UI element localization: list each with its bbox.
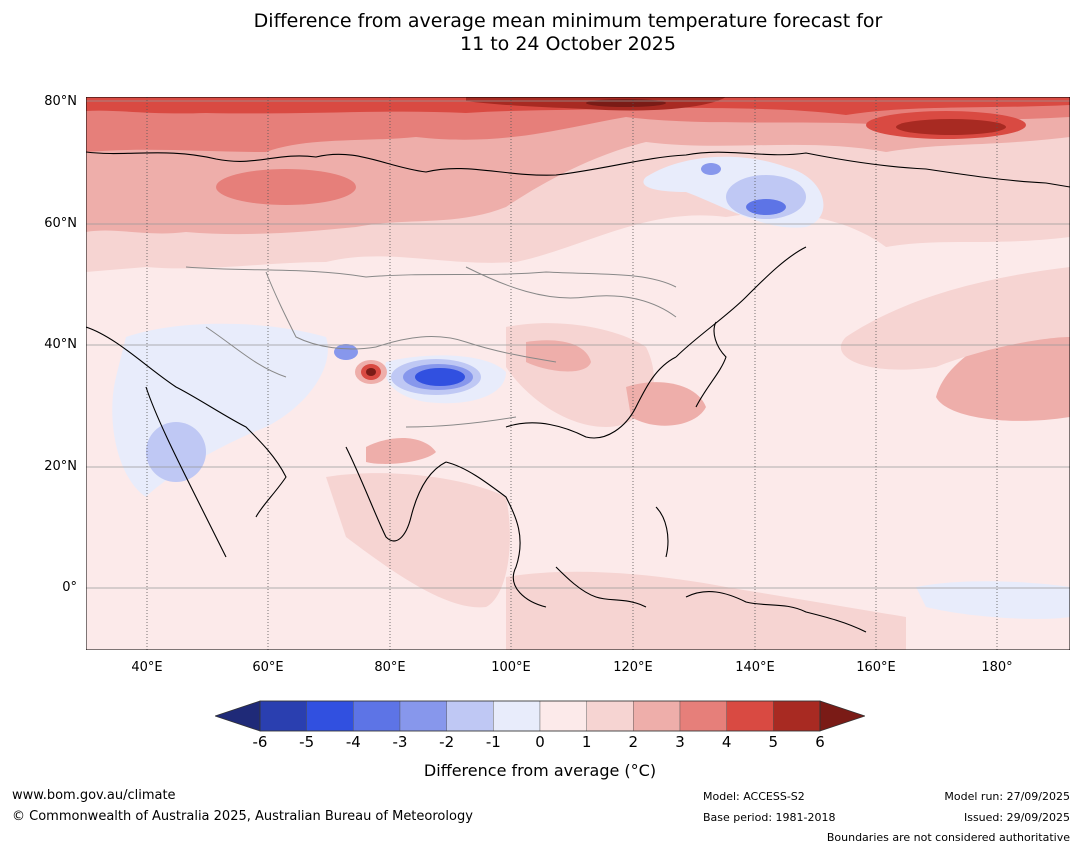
- china-warm-patch: [526, 340, 591, 372]
- colorbar-cell: [679, 700, 727, 732]
- colorbar-cell: [539, 700, 587, 732]
- title-line-2: 11 to 24 October 2025: [460, 33, 676, 55]
- equatorial-pacific-cool: [916, 581, 1070, 619]
- india-warm-patch: [366, 437, 436, 464]
- colorbar-cell: [726, 700, 774, 732]
- siberia-cool-core: [746, 199, 786, 215]
- maritime-continent-mild: [506, 571, 906, 650]
- lon-label-100e: 100°E: [491, 660, 531, 675]
- footer-model: Model: ACCESS-S2: [703, 790, 805, 803]
- colorbar-tick-label: -2: [439, 733, 455, 751]
- colorbar-tick-label: 4: [721, 733, 732, 751]
- map-canvas: [86, 97, 1070, 650]
- chart-title: Difference from average mean minimum tem…: [0, 10, 1081, 56]
- colorbar-tick-label: -3: [392, 733, 408, 751]
- colorbar-cell: [633, 700, 681, 732]
- lat-label-0: 0°: [62, 580, 77, 595]
- footer-model-run: Model run: 27/09/2025: [944, 790, 1070, 803]
- east-china-warm-patch: [626, 382, 706, 426]
- colorbar-cell: [399, 700, 447, 732]
- colorbar-tick-label: -6: [252, 733, 268, 751]
- colorbar-extend-low: [215, 700, 261, 732]
- colorbar-cell: [446, 700, 494, 732]
- colorbar-cell: [773, 700, 821, 732]
- colorbar-tick-label: 3: [675, 733, 685, 751]
- lon-label-120e: 120°E: [613, 660, 653, 675]
- lon-label-60e: 60°E: [252, 660, 284, 675]
- pamir-cool-spot: [334, 344, 358, 360]
- footer-base-period: Base period: 1981-2018: [703, 811, 836, 824]
- arabia-cool-core: [146, 422, 206, 482]
- colorbar-extend-high: [819, 700, 865, 732]
- lat-label-40n: 40°N: [44, 337, 77, 352]
- colorbar-label: Difference from average (°C): [423, 761, 657, 780]
- footer-issued: Issued: 29/09/2025: [963, 811, 1070, 824]
- colorbar-cell: [353, 700, 401, 732]
- colorbar-tick-label: 1: [581, 733, 592, 751]
- colorbar-cell: [586, 700, 634, 732]
- anomaly-map: [86, 97, 1070, 650]
- east-arctic-warm-core: [896, 119, 1006, 135]
- lon-label-180: 180°: [981, 660, 1013, 675]
- karakoram-warm-core: [366, 368, 376, 376]
- lat-label-80n: 80°N: [44, 94, 77, 109]
- tibet-cool-core: [415, 368, 465, 386]
- footer-url[interactable]: www.bom.gov.au/climate: [12, 788, 176, 803]
- colorbar-tick-label: 0: [535, 733, 545, 751]
- colorbar: [215, 700, 865, 732]
- colorbar-tick-label: 5: [768, 733, 779, 751]
- title-line-1: Difference from average mean minimum tem…: [253, 10, 883, 32]
- footer-copyright: © Commonwealth of Australia 2025, Austra…: [12, 809, 473, 824]
- pacific-mild-anomaly: [840, 267, 1070, 370]
- colorbar-cell: [259, 700, 307, 732]
- lon-label-40e: 40°E: [131, 660, 163, 675]
- lat-label-60n: 60°N: [44, 216, 77, 231]
- siberia-cool-spot: [701, 163, 721, 175]
- colorbar-cell: [306, 700, 354, 732]
- colorbar-tick-label: -4: [345, 733, 361, 751]
- colorbar-frame: [259, 700, 821, 732]
- colorbar-tick-label: -5: [299, 733, 315, 751]
- coastlines: [86, 151, 1070, 633]
- siberia-cool-mid: [726, 175, 806, 219]
- arctic-peak: [586, 99, 666, 107]
- colorbar-cell: [493, 700, 541, 732]
- colorbar-tick-label: 2: [628, 733, 639, 751]
- west-siberia-warm: [216, 169, 356, 205]
- latitude-gridlines: [86, 100, 1070, 589]
- colorbar-tick-label: 6: [815, 733, 825, 751]
- lon-label-140e: 140°E: [735, 660, 775, 675]
- footer-boundaries-note: Boundaries are not considered authoritat…: [826, 831, 1070, 844]
- lon-label-160e: 160°E: [856, 660, 896, 675]
- country-borders: [185, 266, 677, 428]
- longitude-gridlines: [146, 97, 998, 650]
- colorbar-tick-label: -1: [485, 733, 501, 751]
- lon-label-80e: 80°E: [374, 660, 406, 675]
- lat-label-20n: 20°N: [44, 459, 77, 474]
